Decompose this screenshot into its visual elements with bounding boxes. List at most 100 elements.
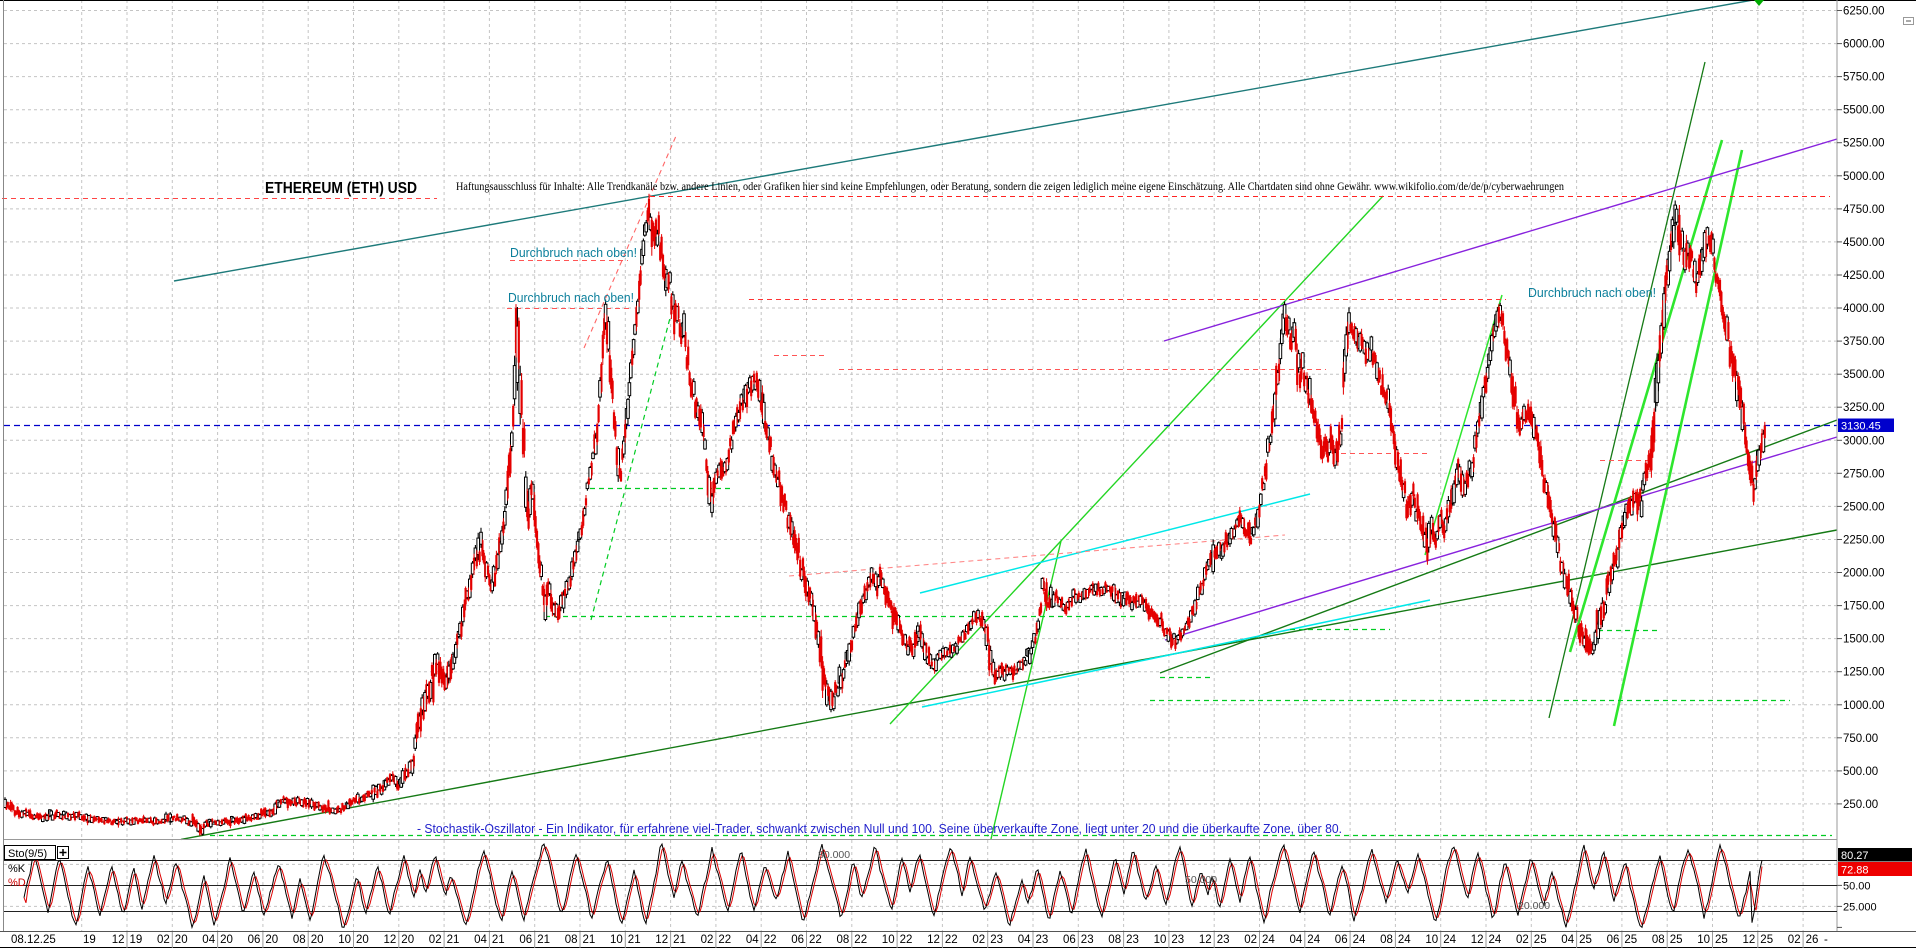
svg-text:%D: %D	[8, 877, 26, 889]
svg-text:3000.00: 3000.00	[1843, 435, 1885, 447]
svg-text:23: 23	[1036, 934, 1049, 946]
svg-text:5000.00: 5000.00	[1843, 171, 1885, 183]
svg-text:-: -	[1824, 934, 1828, 946]
svg-text:Sto(9/5): Sto(9/5)	[8, 848, 47, 860]
svg-text:22: 22	[900, 934, 913, 946]
svg-text:21: 21	[673, 934, 686, 946]
svg-text:5750.00: 5750.00	[1843, 72, 1885, 84]
svg-text:19: 19	[83, 934, 96, 946]
svg-text:21: 21	[492, 934, 505, 946]
svg-text:24: 24	[1443, 934, 1456, 946]
svg-text:21: 21	[583, 934, 596, 946]
svg-text:02: 02	[157, 934, 170, 946]
svg-text:250.00: 250.00	[1843, 799, 1878, 811]
svg-text:25: 25	[1534, 934, 1547, 946]
svg-text:3500.00: 3500.00	[1843, 369, 1885, 381]
svg-text:25: 25	[1579, 934, 1592, 946]
svg-text:02: 02	[701, 934, 714, 946]
svg-text:02: 02	[429, 934, 442, 946]
svg-text:23: 23	[1081, 934, 1094, 946]
svg-text:2250.00: 2250.00	[1843, 534, 1885, 546]
svg-text:2000.00: 2000.00	[1843, 568, 1885, 580]
svg-text:72.88: 72.88	[1841, 865, 1869, 877]
svg-text:12: 12	[655, 934, 668, 946]
svg-text:04: 04	[1561, 934, 1574, 946]
svg-text:3250.00: 3250.00	[1843, 402, 1885, 414]
svg-text:6250.00: 6250.00	[1843, 6, 1885, 18]
svg-text:06: 06	[519, 934, 532, 946]
svg-text:20: 20	[311, 934, 324, 946]
svg-text:10: 10	[1154, 934, 1167, 946]
svg-text:08.12.25: 08.12.25	[11, 934, 56, 946]
svg-text:02: 02	[1244, 934, 1257, 946]
svg-text:4500.00: 4500.00	[1843, 237, 1885, 249]
svg-text:04: 04	[746, 934, 759, 946]
svg-text:22: 22	[854, 934, 867, 946]
svg-text:22: 22	[809, 934, 822, 946]
svg-text:Durchbruch nach oben!: Durchbruch nach oben!	[508, 290, 634, 305]
svg-text:24: 24	[1307, 934, 1320, 946]
svg-text:3130.45: 3130.45	[1841, 421, 1881, 433]
svg-text:3750.00: 3750.00	[1843, 336, 1885, 348]
svg-text:04: 04	[1290, 934, 1303, 946]
svg-text:02: 02	[1788, 934, 1801, 946]
svg-text:Haftungsausschluss für Inhalte: Haftungsausschluss für Inhalte: Alle Tre…	[456, 181, 1564, 193]
svg-text:12: 12	[1199, 934, 1212, 946]
svg-text:22: 22	[945, 934, 958, 946]
svg-text:ETHEREUM (ETH) USD: ETHEREUM (ETH) USD	[265, 180, 417, 197]
svg-text:500.00: 500.00	[1843, 766, 1878, 778]
svg-text:08: 08	[1380, 934, 1393, 946]
svg-text:08: 08	[293, 934, 306, 946]
svg-text:Durchbruch nach oben!: Durchbruch nach oben!	[1528, 285, 1656, 300]
svg-text:12: 12	[1471, 934, 1484, 946]
svg-text:- Stochastik-Oszillator - Ein: - Stochastik-Oszillator - Ein Indikator,…	[417, 821, 1342, 836]
svg-text:25: 25	[1670, 934, 1683, 946]
svg-text:21: 21	[447, 934, 460, 946]
svg-text:50.000: 50.000	[1185, 874, 1217, 886]
svg-text:24: 24	[1262, 934, 1275, 946]
svg-text:10: 10	[882, 934, 895, 946]
svg-text:06: 06	[1063, 934, 1076, 946]
svg-text:24: 24	[1489, 934, 1502, 946]
svg-text:20: 20	[356, 934, 369, 946]
svg-text:20: 20	[265, 934, 278, 946]
svg-text:80.27: 80.27	[1841, 850, 1869, 862]
svg-text:21: 21	[628, 934, 641, 946]
svg-text:06: 06	[248, 934, 261, 946]
svg-text:20: 20	[401, 934, 414, 946]
svg-text:08: 08	[1652, 934, 1665, 946]
svg-text:12: 12	[384, 934, 397, 946]
svg-text:21: 21	[537, 934, 550, 946]
svg-text:08: 08	[837, 934, 850, 946]
svg-text:25.000: 25.000	[1843, 902, 1877, 914]
svg-text:20.000: 20.000	[1518, 900, 1550, 912]
svg-text:4750.00: 4750.00	[1843, 204, 1885, 216]
svg-text:2750.00: 2750.00	[1843, 468, 1885, 480]
svg-text:06: 06	[1607, 934, 1620, 946]
svg-text:5500.00: 5500.00	[1843, 105, 1885, 117]
svg-text:24: 24	[1353, 934, 1366, 946]
svg-text:1000.00: 1000.00	[1843, 700, 1885, 712]
svg-text:2500.00: 2500.00	[1843, 501, 1885, 513]
svg-text:23: 23	[1217, 934, 1230, 946]
svg-text:24: 24	[1398, 934, 1411, 946]
svg-text:10: 10	[1697, 934, 1710, 946]
svg-text:80.000: 80.000	[818, 849, 850, 861]
svg-text:06: 06	[1335, 934, 1348, 946]
svg-text:22: 22	[718, 934, 731, 946]
svg-text:4000.00: 4000.00	[1843, 303, 1885, 315]
svg-text:10: 10	[338, 934, 351, 946]
svg-text:12: 12	[927, 934, 940, 946]
svg-text:04: 04	[474, 934, 487, 946]
svg-text:6000.00: 6000.00	[1843, 39, 1885, 51]
svg-text:06: 06	[791, 934, 804, 946]
svg-text:Durchbruch nach oben!: Durchbruch nach oben!	[510, 245, 637, 260]
svg-text:02: 02	[1516, 934, 1529, 946]
svg-text:23: 23	[1126, 934, 1139, 946]
svg-text:23: 23	[1171, 934, 1184, 946]
svg-text:4250.00: 4250.00	[1843, 270, 1885, 282]
svg-text:25: 25	[1760, 934, 1773, 946]
svg-text:%K: %K	[8, 863, 26, 875]
svg-text:1750.00: 1750.00	[1843, 601, 1885, 613]
svg-text:08: 08	[565, 934, 578, 946]
